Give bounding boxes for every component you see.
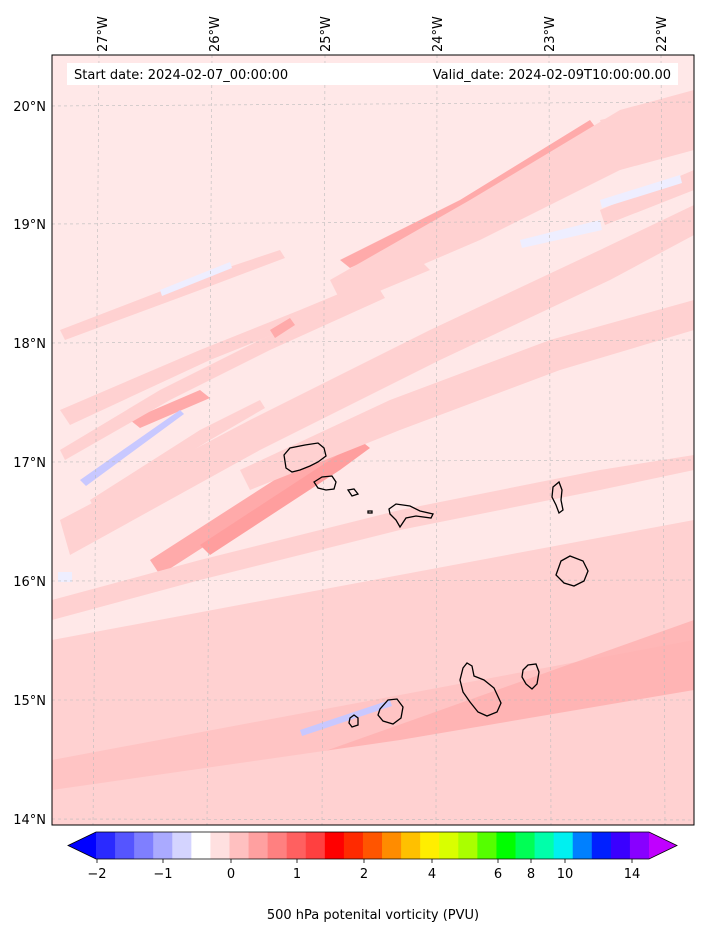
colorbar-tick-label: 6 [494, 867, 502, 882]
colorbar-segment [267, 832, 288, 859]
lat-label: 20°N [13, 100, 46, 115]
colorbar-tick-label: 0 [227, 867, 235, 882]
colorbar-segment [210, 832, 230, 859]
colorbar-segment [420, 832, 440, 859]
colorbar-tick-label: 2 [360, 867, 368, 882]
colorbar-segment [553, 832, 574, 859]
colorbar-segment [286, 832, 307, 859]
colorbar-segment [477, 832, 497, 859]
lat-label: 16°N [13, 575, 46, 590]
island-sao-nicolau-dot [367, 510, 373, 514]
colorbar-segment [248, 832, 269, 859]
island-boa-vista [555, 555, 589, 587]
lat-labels: 20°N 19°N 18°N 17°N 16°N 15°N 14°N [13, 100, 46, 828]
colorbar-segment [572, 832, 593, 859]
island-fogo [377, 698, 404, 725]
lat-label: 18°N [13, 337, 46, 352]
colorbar-segment [305, 832, 326, 859]
lon-labels: 27°W 26°W 25°W 24°W 23°W 22°W [96, 16, 670, 52]
colorbar-segment [382, 832, 402, 859]
colorbar-extend-max [649, 832, 677, 859]
colorbar-segment [172, 832, 192, 859]
lon-label: 27°W [96, 16, 111, 52]
island-sao-nicolau [388, 503, 434, 529]
colorbar-segment [515, 832, 536, 859]
island-santo-antao [283, 442, 327, 473]
graticule [52, 55, 694, 825]
colorbar-segment [534, 832, 555, 859]
colorbar-segment [324, 832, 345, 859]
colorbar-segment [229, 832, 250, 859]
coastlines [283, 442, 589, 728]
colorbar-segment [401, 832, 421, 859]
lon-label: 22°W [655, 16, 670, 52]
lat-label: 19°N [13, 218, 46, 233]
colorbar-tick-label: −2 [87, 867, 106, 882]
island-brava [348, 714, 359, 728]
colorbar-segment [496, 832, 517, 859]
lon-label: 24°W [431, 16, 446, 52]
colorbar-tick-label: 10 [557, 867, 574, 882]
colorbar-ticks: −2 −1 0 1 2 4 6 8 10 14 [87, 859, 640, 882]
colorbar-segment [96, 832, 116, 859]
lon-label: 26°W [208, 16, 223, 52]
lat-label: 17°N [13, 456, 46, 471]
colorbar-segment [153, 832, 173, 859]
lon-label: 23°W [543, 16, 558, 52]
island-sal [551, 480, 564, 515]
valid-date-text: Valid_date: 2024-02-09T10:00:00.00 [433, 68, 671, 83]
lat-label: 15°N [13, 694, 46, 709]
colorbar-outline [67, 831, 678, 860]
colorbar-segment [458, 832, 478, 859]
lon-label: 25°W [319, 16, 334, 52]
colorbar-label: 500 hPa potenital vorticity (PVU) [267, 908, 479, 923]
colorbar-extend-min [68, 832, 96, 859]
colorbar-segment [439, 832, 459, 859]
colorbar-segment [115, 832, 135, 859]
colorbar-segment [610, 832, 631, 859]
colorbar-segment [134, 832, 154, 859]
colorbar-segment [591, 832, 612, 859]
island-maio [521, 663, 540, 690]
island-santiago [459, 662, 502, 717]
island-sao-vicente [313, 475, 337, 491]
colorbar [67, 831, 678, 860]
pv-field [52, 90, 694, 825]
colorbar-tick-label: 4 [428, 867, 436, 882]
start-date-text: Start date: 2024-02-07_00:00:00 [74, 68, 288, 83]
header-box [67, 63, 678, 85]
colorbar-tick-label: −1 [153, 867, 172, 882]
island-santa-luzia [346, 488, 360, 497]
colorbar-tick-label: 1 [293, 867, 301, 882]
colorbar-segment [191, 832, 211, 859]
colorbar-tick-label: 8 [527, 867, 535, 882]
lat-label: 14°N [13, 813, 46, 828]
colorbar-segment [343, 832, 364, 859]
colorbar-segment [362, 832, 383, 859]
colorbar-tick-label: 14 [624, 867, 641, 882]
colorbar-segment [629, 832, 650, 859]
map-frame [51, 54, 695, 826]
